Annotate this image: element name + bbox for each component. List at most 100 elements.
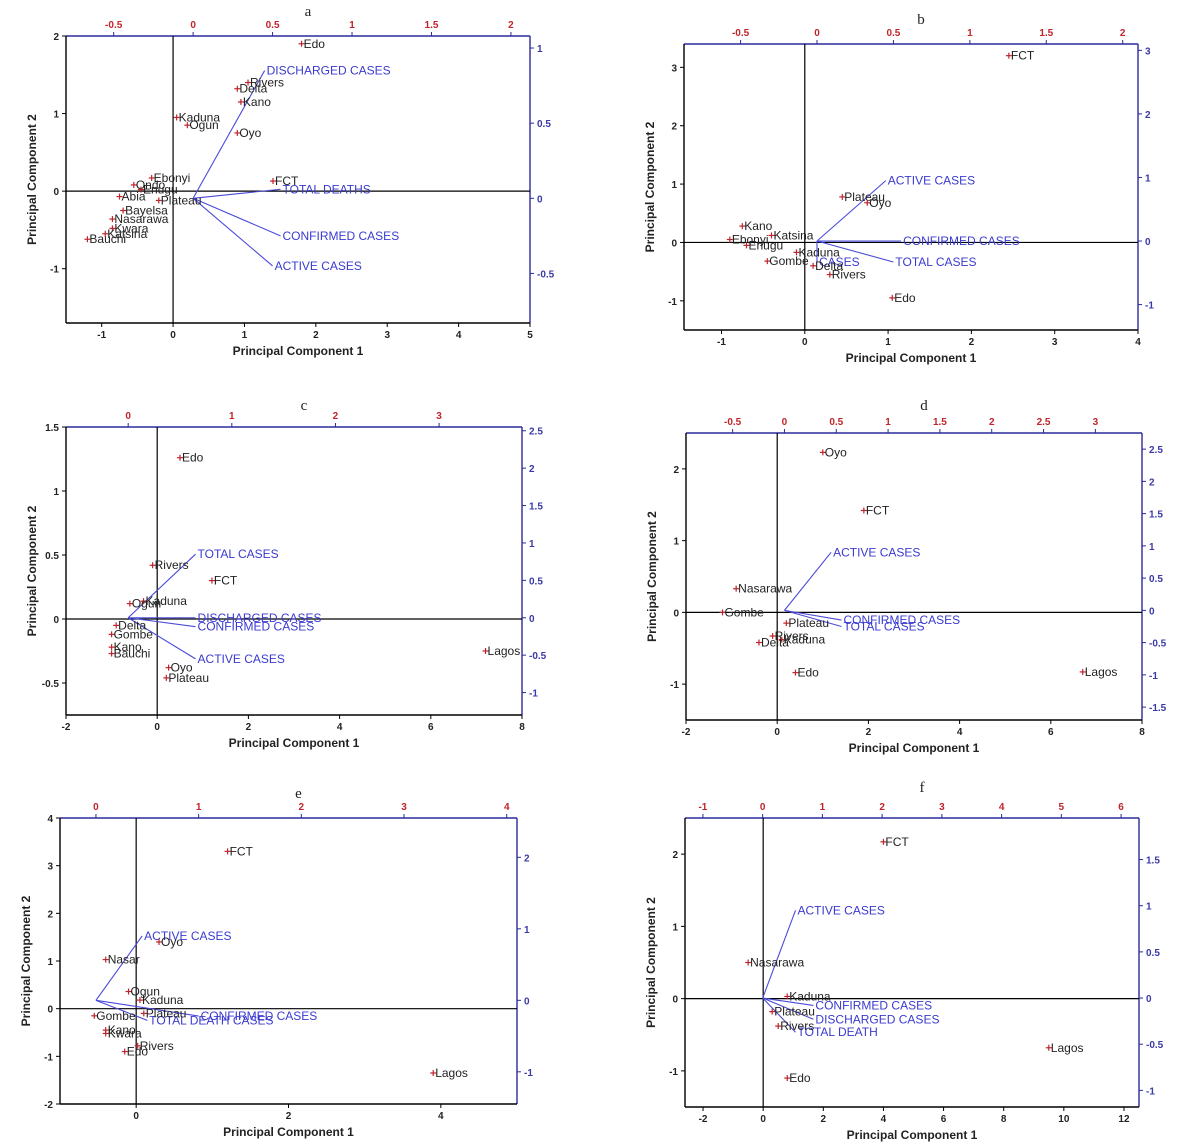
right-tick-label: 1 [529, 539, 535, 550]
y-tick-label: 0 [53, 615, 59, 626]
score-point-label: Kaduna [798, 245, 840, 259]
score-point-label: Kaduna [179, 110, 221, 124]
score-point-label: Enugu [143, 183, 178, 197]
y-tick-label: 0 [673, 608, 679, 619]
right-tick-label: 3 [1145, 46, 1151, 57]
y-tick-label: 2 [673, 465, 679, 476]
x-tick-label: 0 [774, 727, 780, 738]
x-axis-title: Principal Component 1 [849, 741, 980, 755]
y-tick-label: 0 [47, 1005, 53, 1016]
loading-vector [762, 997, 814, 1006]
score-point-label: Delta [761, 636, 789, 650]
y-tick-label: -1 [669, 1067, 678, 1078]
loading-vector-label: DISCHARGED CASES [198, 611, 322, 625]
right-tick-label: 2 [529, 464, 535, 475]
x-tick-label: 3 [1052, 337, 1058, 348]
right-tick-label: 2 [524, 853, 530, 864]
loading-vector [784, 609, 842, 621]
y-tick-label: 1 [47, 957, 53, 968]
score-point-label: Ondo [136, 178, 166, 192]
top-tick-label: 6 [1118, 802, 1124, 813]
loading-vector-label: CASES [819, 255, 860, 269]
x-tick-label: 5 [527, 330, 533, 341]
score-point-label: Plateau [146, 1006, 187, 1020]
score-point-label: Kano [108, 1023, 136, 1037]
top-tick-label: 0.5 [886, 28, 900, 39]
x-tick-label: 0 [802, 337, 808, 348]
loading-vector-label: CONFIRMED CASES [815, 998, 932, 1012]
panel-e: e 0 2 4 -2 -1 0 1 2 3 4 0 1 2 3 4 -1 0 1 2 Principal Compone… [19, 786, 533, 1139]
x-tick-label: 10 [1058, 1114, 1070, 1125]
score-point-label: Kano [243, 95, 271, 109]
score-point-label: FCT [275, 174, 299, 188]
top-tick-label: 1 [967, 28, 973, 39]
right-tick-label: 2.5 [529, 427, 543, 438]
right-tick-label: -1 [524, 1068, 533, 1079]
y-tick-label: -1 [50, 265, 59, 276]
loading-vector-label: ACTIVE CASES [798, 903, 885, 917]
y-tick-label: 1.5 [45, 423, 59, 434]
x-axis-title: Principal Component 1 [223, 1125, 354, 1139]
panel-letter: a [305, 4, 312, 20]
score-point-label: Plateau [161, 193, 202, 207]
top-tick-label: 1 [196, 802, 202, 813]
right-tick-label: -1 [529, 689, 538, 700]
score-point-label: Oyo [161, 935, 183, 949]
y-tick-label: 0 [671, 238, 677, 249]
y-axis-title: Principal Component 2 [644, 897, 658, 1028]
right-tick-label: -0.5 [1149, 639, 1167, 650]
top-tick-label: 1.5 [933, 417, 947, 428]
y-tick-label: 4 [47, 814, 53, 825]
score-point-label: Kano [744, 219, 772, 233]
x-tick-label: -2 [699, 1114, 708, 1125]
loading-vector-label: ACTIVE CASES [144, 929, 231, 943]
score-point-label: Katsina [107, 227, 147, 241]
score-point-label: Kano [114, 640, 142, 654]
right-tick-label: 0 [1146, 994, 1152, 1005]
score-point-label: Nasar [108, 953, 140, 967]
y-tick-label: 1 [673, 537, 679, 548]
score-point-label: Gombe [114, 627, 154, 641]
right-tick-label: 0 [529, 614, 535, 625]
x-axis-title: Principal Component 1 [233, 344, 364, 358]
x-tick-label: 2 [969, 337, 975, 348]
right-tick-label: 2.5 [1149, 445, 1163, 456]
score-point-label: Delta [239, 82, 267, 96]
y-tick-label: 1 [672, 922, 678, 933]
right-tick-label: -1 [1146, 1086, 1155, 1097]
loading-vector-label: DISCHARGED CASES [815, 1012, 939, 1026]
score-point-label: Gombe [769, 254, 809, 268]
right-tick-label: -1.5 [1149, 703, 1167, 714]
top-tick-label: 1.5 [425, 20, 439, 31]
right-tick-label: 0.5 [529, 576, 543, 587]
x-tick-label: 4 [438, 1111, 444, 1122]
top-tick-label: 0.5 [266, 20, 280, 31]
right-tick-label: 0.5 [537, 119, 551, 130]
right-tick-label: 2 [1145, 110, 1151, 121]
panel-letter: f [920, 780, 925, 796]
top-tick-label: 2 [299, 802, 305, 813]
panel-letter: d [920, 398, 928, 414]
score-point-label: Lagos [1051, 1041, 1084, 1055]
right-tick-label: 1 [1146, 902, 1152, 913]
top-tick-label: 3 [1093, 417, 1099, 428]
score-point-label: Edo [797, 666, 819, 680]
y-tick-label: -1 [44, 1052, 53, 1063]
x-tick-label: 0 [760, 1114, 766, 1125]
x-tick-label: 4 [337, 722, 343, 733]
loading-vector-label: CONFIRMED CASES [843, 613, 960, 627]
right-tick-label: 0 [1145, 237, 1151, 248]
right-tick-label: -0.5 [529, 651, 547, 662]
loading-vector [193, 188, 281, 199]
y-tick-label: 0 [672, 995, 678, 1006]
panel-a: a -1 0 1 2 3 4 5 -1 0 1 2 -0.5 0 0.5 1 1.5 2 -0.5 0 0.5 1 Prin… [25, 4, 555, 358]
x-tick-label: 8 [519, 722, 525, 733]
x-tick-label: 3 [384, 330, 390, 341]
score-point-label: Bauchi [89, 232, 126, 246]
x-axis-title: Principal Component 1 [229, 736, 360, 750]
panel-d: d -2 0 2 4 6 8 -1 0 1 2 -0.5 0 0.5 1 1.5 2 2.5 3 -1.5 -1 -0.5… [645, 398, 1167, 755]
top-tick-label: 2.5 [1037, 417, 1051, 428]
x-tick-label: 8 [1001, 1114, 1007, 1125]
